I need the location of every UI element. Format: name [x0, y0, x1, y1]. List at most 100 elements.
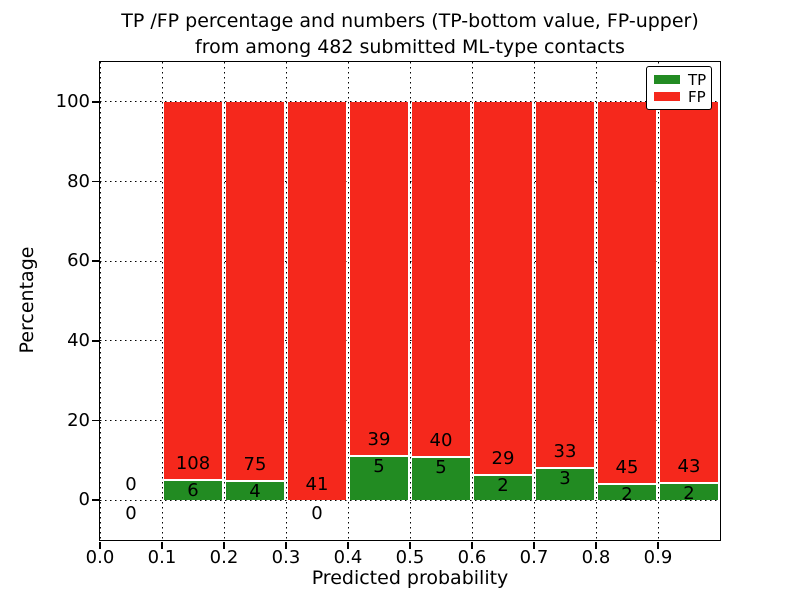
- tp-legend-label: TP: [688, 70, 707, 89]
- tp-count-label: 2: [497, 475, 509, 497]
- fp-bar: [164, 101, 222, 480]
- y-tick-label: 80: [67, 170, 90, 192]
- tp-count-label: 2: [683, 483, 695, 505]
- x-axis-label: Predicted probability: [311, 567, 509, 589]
- fp-count-label: 41: [305, 474, 329, 496]
- tp-count-label: 2: [621, 484, 633, 506]
- x-gridline: [99, 62, 101, 540]
- x-tick-label: 0.1: [147, 547, 177, 568]
- bar-layer: [100, 62, 720, 540]
- fp-count-label: 43: [677, 456, 701, 478]
- fp-count-label: 45: [615, 457, 639, 479]
- x-tick-mark: [99, 541, 101, 549]
- fp-count-label: 108: [175, 453, 211, 475]
- x-tick-mark: [161, 541, 163, 549]
- chart-title: TP /FP percentage and numbers (TP-bottom…: [90, 8, 730, 60]
- y-axis-label: Percentage: [16, 246, 38, 354]
- grid-layer: [99, 62, 720, 540]
- y-gridline: [100, 260, 720, 262]
- y-tick-label: 0: [78, 489, 90, 511]
- y-gridline: [100, 420, 720, 421]
- y-gridline: [100, 340, 720, 342]
- legend-item-tp: TP: [654, 70, 707, 89]
- chart-title-line2: from among 482 submitted ML-type contact…: [195, 36, 625, 59]
- legend-item-fp: FP: [654, 87, 706, 106]
- x-gridline: [471, 62, 473, 540]
- tp-bar: [226, 479, 284, 501]
- x-tick-label: 0.5: [395, 547, 425, 568]
- fp-count-label: 75: [243, 453, 267, 475]
- fp-count-label: 39: [367, 428, 391, 450]
- tp-count-label: 0: [125, 503, 137, 525]
- annotation-layer: 0 0 108 6 75 4 41 0 39 5 40 5 29 2 33 3 45 2 43 2: [100, 62, 720, 540]
- y-gridline: [100, 101, 720, 103]
- tp-count-label: 3: [559, 467, 571, 489]
- fp-count-label: 0: [125, 474, 137, 496]
- tp-bar: [598, 483, 656, 501]
- x-gridline: [409, 62, 411, 540]
- tp-legend-swatch: [654, 75, 680, 84]
- y-tick-mark: [92, 260, 99, 262]
- x-tick-mark: [657, 541, 659, 549]
- x-gridline: [595, 62, 597, 540]
- x-tick-label: 0.7: [519, 547, 549, 568]
- fp-bar: [536, 101, 594, 467]
- fp-bar: [660, 101, 718, 483]
- x-tick-mark: [471, 541, 473, 549]
- x-tick-mark: [533, 541, 535, 549]
- x-tick-label: 0.6: [457, 547, 487, 568]
- x-tick-label: 0.8: [581, 547, 611, 568]
- x-tick-label: 0.3: [271, 547, 301, 568]
- fp-bar: [226, 101, 284, 480]
- x-gridline: [657, 62, 659, 540]
- tp-bar: [536, 466, 594, 501]
- y-tick-mark: [92, 499, 99, 501]
- tp-bar: [474, 474, 532, 501]
- x-gridline: [161, 62, 163, 540]
- y-tick-mark: [92, 419, 99, 422]
- fp-legend-label: FP: [688, 87, 706, 106]
- x-tick-label: 0.9: [643, 547, 673, 568]
- tp-count-label: 5: [435, 456, 447, 478]
- x-tick-mark: [409, 541, 411, 549]
- tp-bar: [660, 482, 718, 501]
- fp-count-label: 33: [553, 440, 577, 462]
- x-tick-label: 0.4: [333, 547, 363, 568]
- x-gridline: [223, 62, 225, 540]
- x-tick-mark: [285, 541, 287, 549]
- x-gridline: [347, 62, 349, 540]
- x-tick-label: 0.2: [209, 547, 239, 568]
- y-tick-label: 60: [67, 250, 90, 272]
- tp-bar: [412, 455, 470, 501]
- y-gridline: [100, 499, 720, 501]
- chart-title-line1: TP /FP percentage and numbers (TP-bottom…: [121, 10, 699, 32]
- x-tick-mark: [347, 541, 349, 549]
- y-gridline: [100, 181, 720, 182]
- fp-bar: [474, 101, 532, 475]
- fp-bar: [412, 101, 470, 456]
- tp-bar: [350, 454, 408, 501]
- fp-bar: [288, 101, 346, 501]
- y-tick-label: 40: [67, 329, 90, 351]
- x-tick-label: 0.0: [85, 547, 115, 568]
- x-tick-mark: [595, 541, 597, 549]
- x-gridline: [285, 62, 287, 540]
- x-gridline: [533, 62, 535, 540]
- y-tick-mark: [92, 101, 99, 103]
- legend: TP FP: [646, 66, 712, 110]
- tp-count-label: 4: [249, 480, 261, 502]
- fp-count-label: 40: [429, 429, 453, 451]
- tp-count-label: 5: [373, 455, 385, 477]
- fp-legend-swatch: [654, 92, 680, 101]
- y-tick-label: 20: [67, 409, 90, 431]
- y-tick-mark: [92, 340, 99, 342]
- x-tick-mark: [223, 541, 225, 549]
- fp-bar: [350, 101, 408, 455]
- tp-bar: [164, 479, 222, 501]
- tp-count-label: 0: [311, 503, 323, 525]
- y-tick-label: 100: [55, 90, 90, 112]
- fp-bar: [598, 101, 656, 484]
- tp-count-label: 6: [187, 480, 199, 502]
- y-tick-mark: [92, 180, 99, 183]
